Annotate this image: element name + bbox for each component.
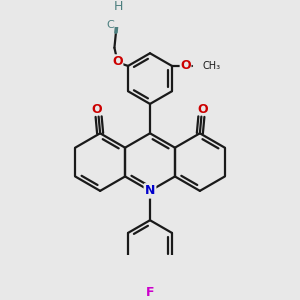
Text: C: C <box>107 20 115 30</box>
Text: O: O <box>198 103 208 116</box>
Text: O: O <box>92 103 102 116</box>
Text: O: O <box>112 55 123 68</box>
Text: CH₃: CH₃ <box>202 61 220 71</box>
Text: H: H <box>113 0 123 13</box>
Text: F: F <box>146 286 154 299</box>
Text: O: O <box>180 59 191 72</box>
Text: N: N <box>145 184 155 197</box>
